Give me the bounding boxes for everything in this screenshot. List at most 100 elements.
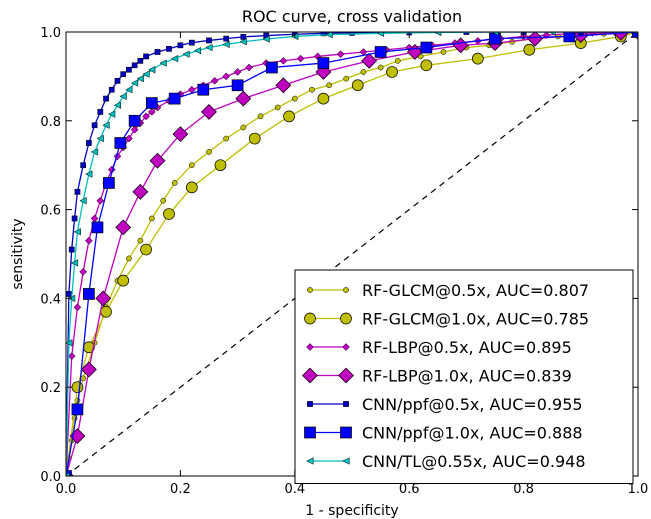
legend-entry: CNN/ppf@1.0x, AUC=0.888 <box>304 424 583 443</box>
x-tick-label: 0.0 <box>56 482 77 497</box>
data-point <box>102 121 110 129</box>
data-point <box>171 180 178 186</box>
data-point <box>80 361 97 378</box>
data-point <box>125 134 133 143</box>
data-point <box>542 32 551 39</box>
data-point <box>170 54 179 63</box>
legend-label: RF-GLCM@0.5x, AUC=0.807 <box>362 281 589 300</box>
legend-marker <box>343 287 349 293</box>
data-point <box>108 86 115 93</box>
data-point <box>248 132 261 145</box>
legend-marker <box>302 367 318 384</box>
data-point <box>68 246 75 253</box>
data-point <box>70 259 79 267</box>
legend-label: RF-LBP@0.5x, AUC=0.895 <box>362 338 572 357</box>
data-point <box>149 152 166 169</box>
data-point <box>351 79 364 92</box>
data-point <box>96 134 104 143</box>
data-point <box>90 214 99 223</box>
x-tick-label: 0.4 <box>284 482 305 497</box>
x-tick-label: 0.2 <box>170 482 191 497</box>
data-point <box>471 52 484 65</box>
data-point <box>632 32 638 38</box>
data-point <box>117 274 130 287</box>
y-tick-label: 0.6 <box>40 204 61 219</box>
data-point <box>160 197 167 204</box>
data-point <box>142 70 150 78</box>
data-point <box>79 197 87 205</box>
x-tick-label: 0.6 <box>399 482 420 497</box>
legend-label: CNN/TL@0.55x, AUC=0.948 <box>362 452 586 471</box>
data-point <box>223 35 230 42</box>
data-point <box>523 43 536 56</box>
legend-label: CNN/ppf@0.5x, AUC=0.955 <box>362 395 583 414</box>
data-point <box>154 49 161 55</box>
data-point <box>201 104 217 120</box>
data-point <box>140 243 152 256</box>
x-tick-label: 1.0 <box>628 482 649 497</box>
data-point <box>233 68 242 76</box>
data-point <box>320 32 327 37</box>
data-point <box>148 215 155 222</box>
data-point <box>223 135 230 142</box>
data-point <box>163 208 175 220</box>
data-point <box>137 237 144 244</box>
axis-ticks: 0.00.0 0.2 0.2 0.4 0.4 0.6 0.6 0.8 0.8 1.0 1.0 <box>40 26 648 497</box>
data-point <box>548 32 556 36</box>
legend-marker <box>340 312 352 325</box>
series-5 <box>66 32 638 476</box>
data-point <box>91 221 104 234</box>
data-point <box>188 162 195 169</box>
data-point <box>361 52 378 69</box>
data-point <box>97 109 104 115</box>
data-point <box>142 112 150 121</box>
data-point <box>279 56 288 65</box>
data-point <box>266 61 278 74</box>
legend-marker <box>343 401 349 407</box>
data-point <box>126 255 132 262</box>
data-point <box>132 183 149 200</box>
data-point <box>197 83 210 96</box>
data-point <box>95 290 112 307</box>
data-point <box>85 236 93 245</box>
legend-marker <box>342 457 350 465</box>
data-point <box>222 40 230 49</box>
data-point <box>90 148 99 156</box>
data-point <box>612 32 629 41</box>
legend-marker <box>307 401 313 407</box>
data-point <box>136 74 144 83</box>
data-point <box>66 339 73 347</box>
y-tick-label: 0.4 <box>40 292 61 307</box>
data-point <box>257 113 264 120</box>
data-point <box>420 41 433 54</box>
data-point <box>240 124 247 131</box>
data-point <box>527 32 543 47</box>
data-point <box>205 43 213 52</box>
y-tick-label: 0.8 <box>40 115 61 130</box>
data-point <box>177 42 184 49</box>
legend-entry: RF-GLCM@1.0x, AUC=0.785 <box>304 310 589 329</box>
data-point <box>103 177 115 189</box>
y-tick-label: 0.2 <box>40 381 61 396</box>
data-point <box>126 66 132 73</box>
series-line <box>66 32 638 476</box>
data-point <box>214 159 227 172</box>
data-point <box>206 149 212 155</box>
series-2 <box>66 32 638 476</box>
data-point <box>343 75 350 82</box>
data-point <box>100 305 112 318</box>
series-group <box>66 32 638 476</box>
data-point <box>317 92 330 105</box>
data-point <box>374 46 387 58</box>
data-point <box>491 32 499 36</box>
data-point <box>210 76 219 85</box>
data-point <box>86 140 92 146</box>
data-point <box>489 32 501 45</box>
data-point <box>80 162 87 169</box>
data-point <box>274 104 281 111</box>
data-point <box>74 188 81 195</box>
data-point <box>91 122 98 129</box>
data-point <box>309 86 315 93</box>
data-point <box>188 39 195 46</box>
data-point <box>336 50 345 59</box>
